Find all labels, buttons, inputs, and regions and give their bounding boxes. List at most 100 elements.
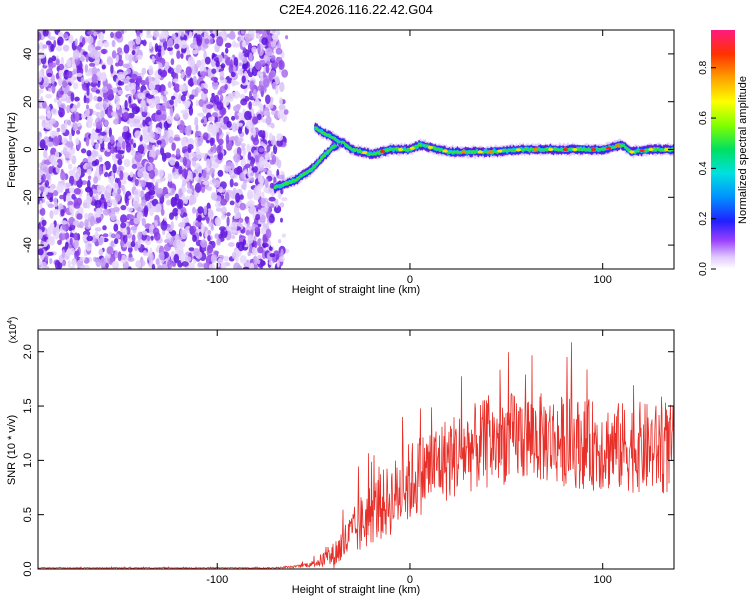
spectrogram-noise-mark <box>89 62 96 67</box>
spectrogram-noise-mark <box>117 251 122 262</box>
spectrogram-noise-mark <box>247 234 254 244</box>
spectrogram-noise-mark <box>164 61 170 71</box>
spectrogram-noise-mark <box>148 169 156 180</box>
spectrogram-noise-mark <box>159 251 165 261</box>
spectrogram-noise-mark <box>233 167 241 175</box>
spectrogram-noise-mark <box>257 85 265 92</box>
spectrogram-noise-mark <box>38 248 44 256</box>
spectrogram-noise-mark <box>248 101 252 110</box>
spectrogram-noise-mark <box>247 151 252 161</box>
spectrogram-hotspot-mark <box>639 149 645 153</box>
snr-x-axis-label: Height of straight line (km) <box>292 584 420 596</box>
spectrogram-hotspot-mark <box>548 148 554 151</box>
y-tick-label: 1.0 <box>22 453 34 468</box>
spectrogram-noise-mark <box>58 232 67 241</box>
spectrogram-noise-mark <box>265 94 271 105</box>
spectrogram-noise-mark <box>224 166 232 172</box>
spectrogram-noise-mark <box>169 107 174 118</box>
spectrogram-noise-mark <box>164 101 168 109</box>
spectrogram-noise-mark <box>169 99 175 105</box>
spectrogram-noise-mark <box>110 146 116 154</box>
spectrogram-hotspot-mark <box>615 144 621 148</box>
spectrogram-noise-mark <box>87 120 93 129</box>
spectrogram-noise-mark <box>245 163 251 169</box>
spectrogram-noise-mark <box>194 154 202 159</box>
y-tick-label: 1.5 <box>22 398 34 413</box>
spectrogram-noise-mark <box>95 135 100 140</box>
spectrogram-noise-mark <box>183 212 188 218</box>
spectrogram-noise-mark <box>102 164 106 174</box>
spectrogram-noise-mark <box>181 195 186 201</box>
colorbar-tick-label: 0.6 <box>698 111 709 125</box>
spectrogram-noise-mark <box>115 94 119 100</box>
spectrogram-noise-mark <box>210 76 219 82</box>
spectrogram-noise-mark <box>46 72 53 77</box>
spectrogram-noise-mark <box>124 99 128 110</box>
spectrogram-noise-mark <box>84 212 89 220</box>
spectrogram-noise-mark <box>161 46 165 52</box>
spectrogram-noise-mark <box>198 172 202 178</box>
spectrogram-noise-mark <box>159 176 166 182</box>
spectrogram-hotspot-mark <box>442 149 448 153</box>
spectrogram-noise-mark <box>73 166 78 172</box>
spectrogram-noise-mark <box>215 60 220 68</box>
colorbar-tick-label: 0.4 <box>698 161 709 175</box>
spectrogram-noise-mark <box>180 227 184 238</box>
spectrogram-noise-mark <box>115 31 122 39</box>
spectrogram-noise-mark <box>204 38 210 45</box>
spectrogram-noise-mark <box>207 229 212 236</box>
spectrogram-track-mark <box>622 144 626 148</box>
spectrogram-noise-mark <box>214 233 220 239</box>
spectrogram-track-mark <box>388 149 392 151</box>
spectrogram-noise-mark <box>65 182 72 188</box>
spectrogram-noise-mark <box>265 228 272 239</box>
spectrogram-noise-mark <box>114 250 119 259</box>
spectrogram-noise-mark <box>159 104 166 112</box>
spectrogram-noise-mark <box>210 254 217 264</box>
spectrogram-track-mark <box>467 151 471 154</box>
spectrogram-noise-mark <box>155 258 160 265</box>
spectrogram-noise-mark <box>269 132 273 142</box>
spectrogram-noise-mark <box>145 77 149 85</box>
spectrogram-noise-mark <box>238 52 245 60</box>
spectrogram-hotspot-mark <box>461 150 467 154</box>
spectrogram-noise-mark <box>146 94 154 99</box>
spectrogram-noise-mark <box>91 66 97 77</box>
spectrogram-noise-mark <box>131 73 138 81</box>
spectrogram-noise-mark <box>189 194 197 205</box>
spectrogram-noise-mark <box>262 207 268 214</box>
spectrogram-noise-mark <box>122 227 128 236</box>
spectrogram-noise-mark <box>156 220 161 227</box>
spectrogram-noise-mark <box>194 130 199 139</box>
spectrogram-noise-mark <box>155 187 163 194</box>
spectrogram-noise-mark <box>275 198 279 208</box>
spectrogram-noise-mark <box>276 133 283 142</box>
spectrogram-noise-mark <box>240 143 246 148</box>
spectrogram-noise-mark <box>117 150 125 155</box>
spectrogram-noise-mark <box>142 39 147 47</box>
spectrogram-noise-mark <box>228 242 235 247</box>
spectrogram-noise-mark <box>211 162 219 169</box>
spectrogram-noise-mark <box>72 220 80 227</box>
spectrogram-noise-mark <box>141 217 146 227</box>
spectrogram-noise-mark <box>238 137 244 143</box>
spectrogram-noise-mark <box>187 147 192 153</box>
spectrogram-noise-mark <box>127 246 133 254</box>
spectrogram-noise-mark <box>100 48 108 55</box>
spectrogram-noise-mark <box>131 82 137 90</box>
spectrogram-noise-mark <box>185 66 192 77</box>
spectrogram-noise-mark <box>63 32 68 39</box>
spectrogram-noise-mark <box>231 251 237 260</box>
spectrogram-noise-mark <box>38 115 46 120</box>
spectrogram-track-mark <box>302 173 306 176</box>
spectrogram-noise-mark <box>98 237 103 246</box>
spectrogram-noise-mark <box>56 127 61 132</box>
spectrogram-noise-mark <box>38 189 42 195</box>
y-tick-label: -20 <box>22 189 34 205</box>
spectrogram-noise-mark <box>169 212 174 220</box>
spectrogram-noise-mark <box>249 81 255 91</box>
spectrogram-noise-mark <box>240 98 248 106</box>
figure-title: C2E4.2026.116.22.42.G04 <box>279 2 433 17</box>
spectrogram-noise-mark <box>38 57 42 66</box>
spectrogram-noise-mark <box>257 238 262 247</box>
